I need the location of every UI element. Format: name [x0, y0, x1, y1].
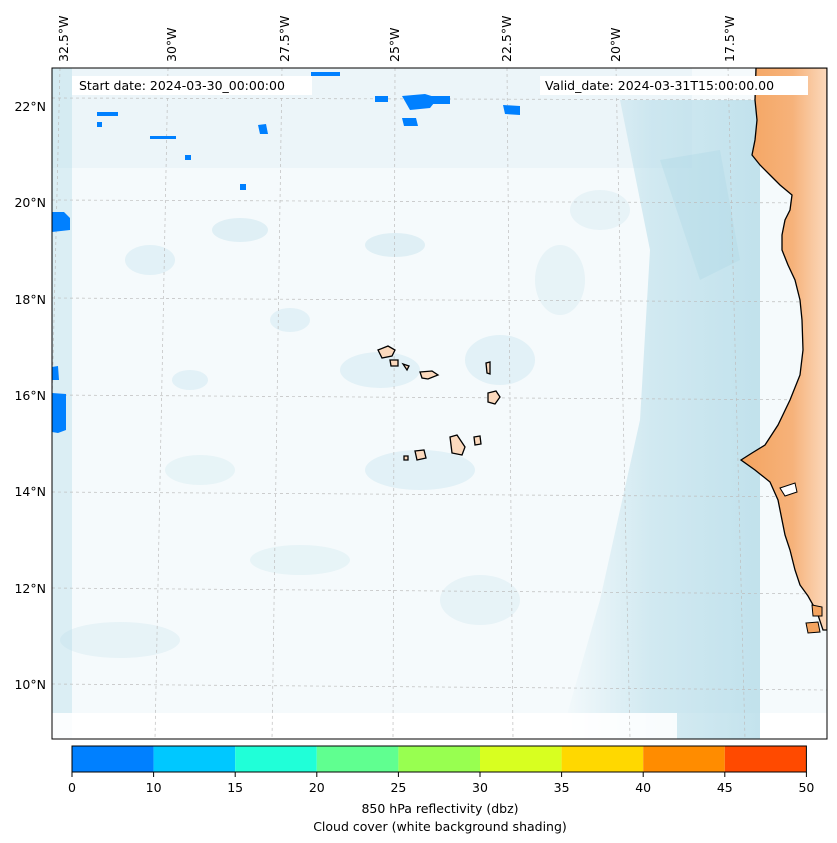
- cb-tick-label: 35: [554, 780, 570, 795]
- cb-tick-label: 50: [798, 780, 814, 795]
- lat-label-16n: 16°N: [14, 388, 46, 403]
- valid-date-text: Valid_date: 2024-03-31T15:00:00.00: [545, 78, 774, 93]
- africa-land: [739, 68, 827, 631]
- cb-frame: [71, 745, 807, 773]
- colorbar-sublabel: Cloud cover (white background shading): [313, 819, 567, 834]
- cloud-cover-shading: [52, 68, 827, 739]
- cb-segment-8: [724, 746, 807, 772]
- cb-tick-label: 20: [309, 780, 325, 795]
- cb-segment-6: [561, 746, 644, 772]
- cb-segment-7: [643, 746, 725, 772]
- cb-tick-label: 45: [717, 780, 733, 795]
- lon-label-27-5w: 27.5°W: [277, 16, 292, 62]
- lon-label-22-5w: 22.5°W: [499, 16, 514, 62]
- map-frame: [51, 67, 828, 740]
- valid-date-box: [540, 76, 808, 95]
- coast-inlet: [779, 482, 798, 497]
- cb-segment-5: [480, 746, 562, 772]
- cb-segment-1: [153, 746, 236, 772]
- lat-label-12n: 12°N: [14, 581, 46, 596]
- cb-ticks: [71, 772, 807, 777]
- graticule: [52, 68, 827, 739]
- cb-segment-2: [235, 746, 317, 772]
- reflectivity-echoes: [52, 72, 520, 433]
- cb-segment-4: [398, 746, 480, 772]
- lat-label-20n: 20°N: [14, 195, 46, 210]
- cb-tick-label: 25: [390, 780, 406, 795]
- start-date-box: [72, 76, 312, 95]
- lat-label-10n: 10°N: [14, 677, 46, 692]
- map-area: [52, 68, 827, 739]
- latitude-labels: 22°N 20°N 18°N 16°N 14°N 12°N 10°N: [14, 99, 46, 692]
- lon-label-25w: 25°W: [387, 27, 402, 62]
- lat-label-18n: 18°N: [14, 292, 46, 307]
- colorbar-label: 850 hPa reflectivity (dbz): [361, 801, 518, 816]
- coast-islands-south: [805, 604, 823, 634]
- cb-tick-label: 30: [472, 780, 488, 795]
- cb-tick-label: 15: [227, 780, 243, 795]
- colorbar: 0 10 15 20 25 30 35 40 45 50 850 hPa ref…: [68, 745, 814, 834]
- cb-tick-label: 0: [68, 780, 76, 795]
- lat-label-22n: 22°N: [14, 99, 46, 114]
- cb-tick-labels: 0 10 15 20 25 30 35 40 45 50: [68, 780, 814, 795]
- start-date-text: Start date: 2024-03-30_00:00:00: [79, 78, 285, 93]
- lon-label-20w: 20°W: [608, 27, 623, 62]
- cb-tick-label: 10: [146, 780, 162, 795]
- longitude-labels: 32.5°W 30°W 27.5°W 25°W 22.5°W 20°W 17.5…: [56, 16, 737, 62]
- cb-segment-3: [316, 746, 399, 772]
- cb-segment-0: [72, 746, 154, 772]
- cape-verde-islands: [377, 345, 501, 461]
- lon-label-32-5w: 32.5°W: [56, 16, 71, 62]
- lon-label-30w: 30°W: [164, 27, 179, 62]
- lat-label-14n: 14°N: [14, 484, 46, 499]
- lon-label-17-5w: 17.5°W: [722, 16, 737, 62]
- no-data-strip: [52, 713, 677, 739]
- cb-tick-label: 40: [635, 780, 651, 795]
